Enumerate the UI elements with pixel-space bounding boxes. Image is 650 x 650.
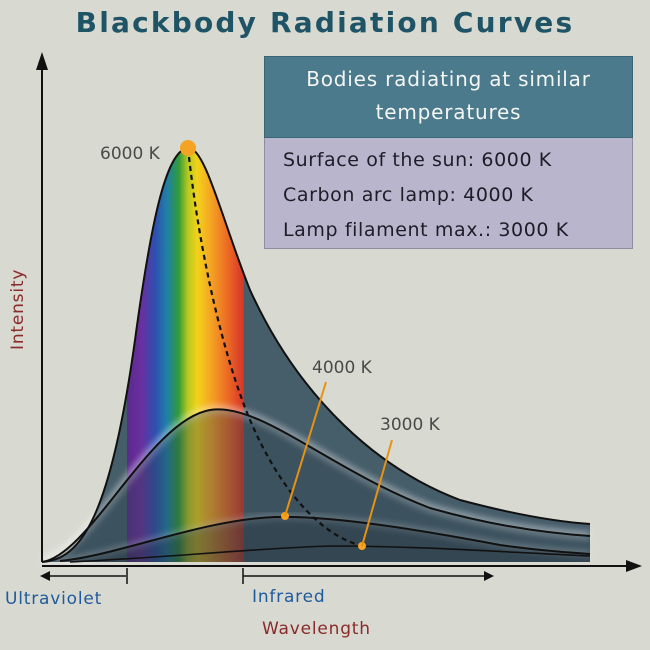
legend-item-sun: Surface of the sun: 6000 K [283,149,552,171]
pointer-3000 [361,439,393,547]
x-axis-label: Wavelength [262,619,371,639]
diagram-title: Blackbody Radiation Curves [75,6,575,39]
peak-shift-dashed-line [186,147,363,548]
legend-item-carbon-arc: Carbon arc lamp: 4000 K [283,184,534,206]
label-4000k: 4000 K [312,358,372,378]
ultraviolet-arrow-head [40,571,50,581]
legend-list: Surface of the sun: 6000 K Carbon arc la… [264,138,633,249]
curve-4000-area [42,409,590,562]
infrared-label: Infrared [252,587,326,607]
pointer-4000 [284,381,327,517]
peak-6000-marker [180,140,196,156]
curve-3000-line [59,515,591,562]
label-6000k: 6000 K [100,144,160,164]
x-axis-arrow [626,560,642,572]
ultraviolet-label: Ultraviolet [5,589,103,609]
y-axis-label: Intensity [8,268,28,350]
curve-6000-line [41,147,591,563]
y-axis-arrow [36,52,48,70]
curve-low-line [69,545,591,563]
curve-4000-line [41,408,591,563]
legend-item-filament: Lamp filament max.: 3000 K [283,219,569,241]
legend-heading: Bodies radiating at similar temperatures [264,56,633,138]
infrared-arrow-head [484,571,494,581]
curve-3000-area [60,516,590,562]
label-3000k: 3000 K [380,415,440,435]
